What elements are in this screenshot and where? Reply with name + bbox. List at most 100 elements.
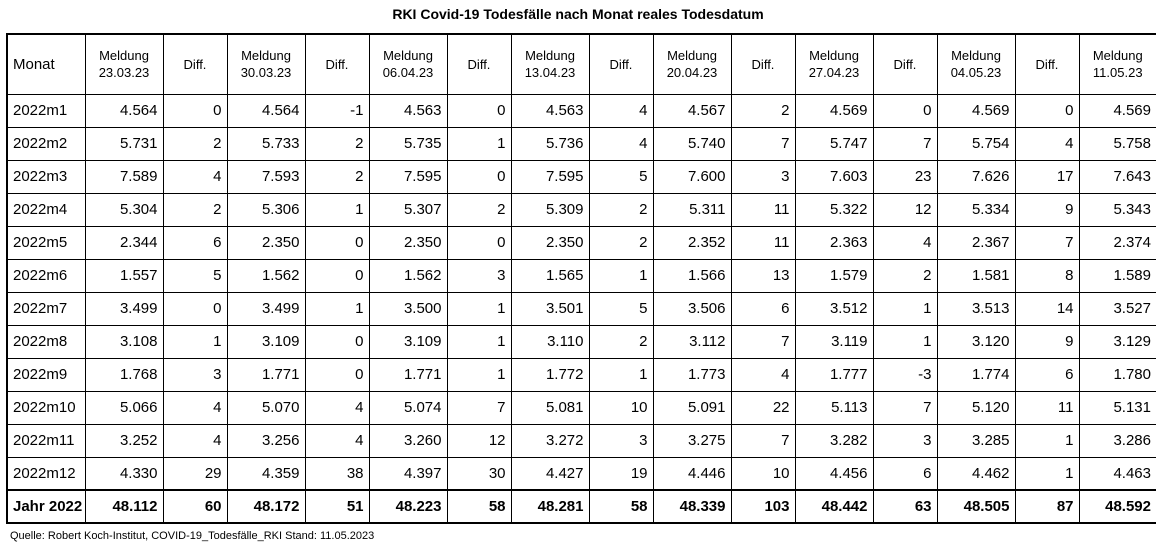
column-header-label: Meldung	[1092, 48, 1143, 64]
report-value-cell: 1.773	[652, 357, 732, 392]
report-value-cell: 5.736	[510, 126, 590, 161]
diff-cell: 4	[588, 126, 654, 161]
report-value-cell: 4.463	[1078, 456, 1156, 491]
table-row: 2022m10 5.066 4 5.070 4 5.074 7 5.081 10 5.091 22 5…	[6, 390, 1156, 425]
column-header-label: Diff.	[893, 56, 917, 72]
diff-cell: 10	[588, 390, 654, 425]
table-body: 2022m1 4.564 0 4.564 -1 4.563 0 4.563 4 4.567 2 4.5…	[6, 93, 1156, 491]
column-header-diff: Diff.	[1014, 33, 1080, 95]
report-value-cell: 5.304	[84, 192, 164, 227]
diff-cell: 1	[446, 324, 512, 359]
diff-cell: 22	[730, 390, 796, 425]
diff-cell: 2	[730, 93, 796, 128]
report-value-cell: 7.589	[84, 159, 164, 194]
report-value-cell: 4.462	[936, 456, 1016, 491]
diff-cell: 0	[304, 258, 370, 293]
total-value-cell: 48.223	[368, 489, 448, 524]
column-header-diff: Diff.	[446, 33, 512, 95]
report-value-cell: 2.350	[368, 225, 448, 260]
report-value-cell: 3.109	[226, 324, 306, 359]
report-value-cell: 7.626	[936, 159, 1016, 194]
total-row: Jahr 2022 48.112 60 48.172 51 48.223 58 48.281…	[6, 489, 1156, 524]
total-diff-cell: 87	[1014, 489, 1080, 524]
source-note: Quelle: Robert Koch-Institut, COVID-19_T…	[10, 530, 375, 542]
report-value-cell: 4.563	[368, 93, 448, 128]
diff-cell: 6	[730, 291, 796, 326]
diff-cell: 7	[730, 324, 796, 359]
month-cell: 2022m3	[6, 159, 86, 194]
month-cell: 2022m7	[6, 291, 86, 326]
month-cell: 2022m11	[6, 423, 86, 458]
report-value-cell: 1.566	[652, 258, 732, 293]
total-value-cell: 48.281	[510, 489, 590, 524]
report-value-cell: 1.780	[1078, 357, 1156, 392]
report-value-cell: 5.307	[368, 192, 448, 227]
diff-cell: 4	[304, 423, 370, 458]
diff-cell: 1	[588, 357, 654, 392]
column-header-label: Meldung	[99, 48, 149, 64]
report-value-cell: 5.733	[226, 126, 306, 161]
column-header-diff: Diff.	[588, 33, 654, 95]
diff-cell: 7	[730, 126, 796, 161]
diff-cell: 5	[162, 258, 228, 293]
month-cell: 2022m8	[6, 324, 86, 359]
column-header-diff: Diff.	[730, 33, 796, 95]
table-row: 2022m4 5.304 2 5.306 1 5.307 2 5.309 2 5.311 11 5.3…	[6, 192, 1156, 227]
report-value-cell: 2.374	[1078, 225, 1156, 260]
column-header-date: 27.04.23	[808, 65, 860, 81]
table-row: 2022m6 1.557 5 1.562 0 1.562 3 1.565 1 1.566 13 1.5…	[6, 258, 1156, 293]
report-value-cell: 3.272	[510, 423, 590, 458]
report-value-cell: 4.563	[510, 93, 590, 128]
report-value-cell: 3.120	[936, 324, 1016, 359]
column-header-date: 13.04.23	[524, 65, 576, 81]
report-value-cell: 5.747	[794, 126, 874, 161]
diff-cell: 10	[730, 456, 796, 491]
diff-cell: 2	[588, 192, 654, 227]
diff-cell: 3	[872, 423, 938, 458]
diff-cell: 29	[162, 456, 228, 491]
report-value-cell: 2.344	[84, 225, 164, 260]
report-value-cell: 1.562	[226, 258, 306, 293]
diff-cell: 6	[1014, 357, 1080, 392]
month-cell: 2022m12	[6, 456, 86, 491]
report-value-cell: 3.499	[226, 291, 306, 326]
report-value-cell: 5.070	[226, 390, 306, 425]
report-value-cell: 4.569	[794, 93, 874, 128]
diff-cell: 4	[588, 93, 654, 128]
table-row: 2022m5 2.344 6 2.350 0 2.350 0 2.350 2 2.352 11 2.3…	[6, 225, 1156, 260]
report-value-cell: 4.330	[84, 456, 164, 491]
report-value-cell: 5.343	[1078, 192, 1156, 227]
diff-cell: 1	[446, 291, 512, 326]
column-header-label: Meldung	[241, 48, 291, 64]
column-header-label: Diff.	[609, 56, 633, 72]
diff-cell: 4	[162, 159, 228, 194]
diff-cell: 2	[588, 225, 654, 260]
diff-cell: 1	[304, 291, 370, 326]
report-value-cell: 1.589	[1078, 258, 1156, 293]
report-value-cell: 5.735	[368, 126, 448, 161]
diff-cell: 4	[1014, 126, 1080, 161]
total-diff-cell: 58	[588, 489, 654, 524]
diff-cell: 2	[588, 324, 654, 359]
report-value-cell: 3.500	[368, 291, 448, 326]
column-header-diff: Diff.	[872, 33, 938, 95]
total-row-label: Jahr 2022	[6, 489, 86, 524]
diff-cell: 1	[872, 324, 938, 359]
diff-cell: 19	[588, 456, 654, 491]
diff-cell: 9	[1014, 192, 1080, 227]
diff-cell: 4	[162, 423, 228, 458]
diff-cell: 0	[872, 93, 938, 128]
table-row: 2022m1 4.564 0 4.564 -1 4.563 0 4.563 4 4.567 2 4.5…	[6, 93, 1156, 128]
report-value-cell: 7.643	[1078, 159, 1156, 194]
diff-cell: 0	[1014, 93, 1080, 128]
column-header-date: 30.03.23	[240, 65, 292, 81]
report-value-cell: 5.309	[510, 192, 590, 227]
diff-cell: 4	[730, 357, 796, 392]
report-value-cell: 5.074	[368, 390, 448, 425]
column-header-diff: Diff.	[304, 33, 370, 95]
report-value-cell: 5.066	[84, 390, 164, 425]
report-value-cell: 5.081	[510, 390, 590, 425]
diff-cell: 11	[730, 192, 796, 227]
diff-cell: 0	[446, 225, 512, 260]
report-value-cell: 1.565	[510, 258, 590, 293]
